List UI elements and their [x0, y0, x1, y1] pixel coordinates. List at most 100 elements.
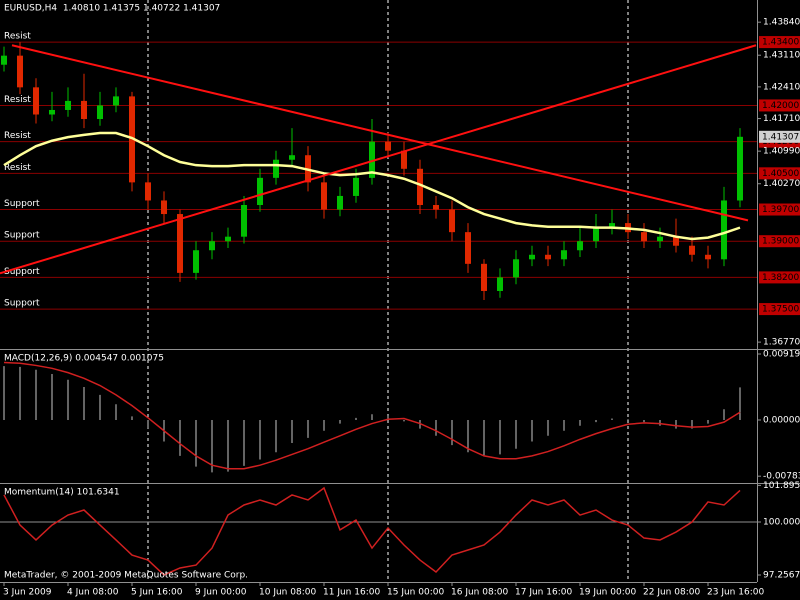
candle-body — [81, 100, 87, 120]
y-tick-label: 1.40270 — [763, 179, 800, 189]
y-tick-label: 1.41710 — [763, 114, 800, 124]
candle-body — [193, 250, 199, 273]
candle-body — [577, 241, 583, 251]
candle-body — [113, 96, 119, 106]
candle-body — [737, 136, 743, 201]
candle-body — [1, 55, 7, 65]
candle-body — [33, 87, 39, 115]
candle-body — [353, 177, 359, 196]
candle-body — [257, 177, 263, 205]
level-text: Resist — [4, 163, 31, 173]
x-tick-label: 11 Jun 16:00 — [323, 588, 380, 598]
candle-body — [689, 245, 695, 255]
level-text: Resist — [4, 95, 31, 105]
y-tick-label: 1.40990 — [763, 147, 800, 157]
candle-body — [145, 182, 151, 201]
candle-body — [481, 263, 487, 291]
candle-body — [97, 105, 103, 120]
trendline — [11, 44, 749, 222]
level-tag — [759, 235, 800, 248]
candle-body — [385, 141, 391, 151]
y-tick-label: 97.2567 — [763, 570, 800, 580]
level-text: Support — [4, 199, 40, 209]
x-tick-label: 10 Jun 08:00 — [259, 588, 316, 598]
x-tick-label: 23 Jun 16:00 — [707, 588, 764, 598]
panel-title: EURUSD,H4 1.40810 1.41375 1.40722 1.4130… — [4, 4, 220, 14]
level-tag-label: 1.37500 — [762, 305, 799, 315]
footer: MetaTrader, © 2001-2009 MetaQuotes Softw… — [4, 571, 248, 581]
level-tag — [759, 99, 800, 112]
panel-title: MACD(12,26,9) 0.004547 0.001075 — [4, 354, 164, 364]
candle-body — [241, 204, 247, 237]
candle-body — [705, 254, 711, 260]
moving-average — [3, 131, 741, 241]
candle-body — [209, 241, 215, 251]
level-tag-label: 1.38200 — [762, 273, 799, 283]
macd-signal — [3, 361, 741, 470]
candle-body — [417, 168, 423, 205]
candle-body — [17, 55, 23, 88]
candle-body — [721, 200, 727, 260]
level-text: Resist — [4, 32, 31, 42]
candle-body — [177, 214, 183, 273]
candle-body — [545, 254, 551, 260]
candle-body — [321, 182, 327, 210]
level-tag-label: 1.39000 — [762, 237, 799, 247]
x-tick-label: 16 Jun 08:00 — [451, 588, 508, 598]
y-tick-label: 100.0000 — [763, 517, 800, 527]
candle-body — [497, 277, 503, 291]
frame — [0, 0, 800, 583]
x-tick-label: 4 Jun 08:00 — [67, 588, 119, 598]
candle-body — [225, 236, 231, 242]
candle-body — [49, 109, 55, 115]
candle-body — [161, 200, 167, 215]
panel-title: Momentum(14) 101.6341 — [4, 488, 120, 498]
level-tag-label: 1.42000 — [762, 101, 799, 111]
level-text: Support — [4, 231, 40, 241]
candle-body — [289, 155, 295, 160]
y-tick-label: 1.42410 — [763, 82, 800, 92]
level-tag-label: 1.43400 — [762, 38, 799, 48]
x-tick-label: 17 Jun 16:00 — [515, 588, 572, 598]
y-tick-label: -0.00783 — [763, 472, 800, 482]
x-tick-label: 5 Jun 16:00 — [131, 588, 183, 598]
level-tag-label: 1.39700 — [762, 205, 799, 215]
candle-body — [273, 159, 279, 178]
trendline — [0, 44, 757, 275]
separators — [147, 0, 629, 582]
candle-body — [449, 209, 455, 233]
candle-body — [657, 236, 663, 242]
x-tick-label: 15 Jun 00:00 — [387, 588, 444, 598]
y-tick-label: 101.8955 — [763, 481, 800, 491]
y-tick-label: 1.36770 — [763, 338, 800, 348]
y-tick-label: 1.43840 — [763, 18, 800, 28]
candle-body — [401, 150, 407, 169]
last-price-tag — [759, 130, 800, 143]
level-tag — [759, 36, 800, 49]
y-tick-label: 0.000000 — [763, 415, 800, 425]
candle-body — [609, 223, 615, 228]
candle-body — [561, 250, 567, 260]
last-price-label: 1.41307 — [762, 132, 799, 142]
level-tag — [759, 303, 800, 316]
candle-body — [513, 259, 519, 278]
candle-body — [465, 232, 471, 264]
momentum-line — [3, 486, 741, 576]
candle-body — [673, 236, 679, 246]
level-tag — [759, 167, 800, 180]
candle-body — [641, 232, 647, 242]
candle-body — [433, 204, 439, 210]
level-text: Support — [4, 299, 40, 309]
candle-body — [593, 227, 599, 242]
level-tag — [759, 203, 800, 216]
x-tick-label: 3 Jun 2009 — [3, 588, 52, 598]
level-tag — [759, 271, 800, 284]
x-tick-label: 22 Jun 08:00 — [643, 588, 700, 598]
level-tag-label: 1.40500 — [762, 169, 799, 179]
level-text: Support — [4, 267, 40, 277]
level-text: Resist — [4, 131, 31, 141]
x-tick-label: 19 Jun 00:00 — [579, 588, 636, 598]
